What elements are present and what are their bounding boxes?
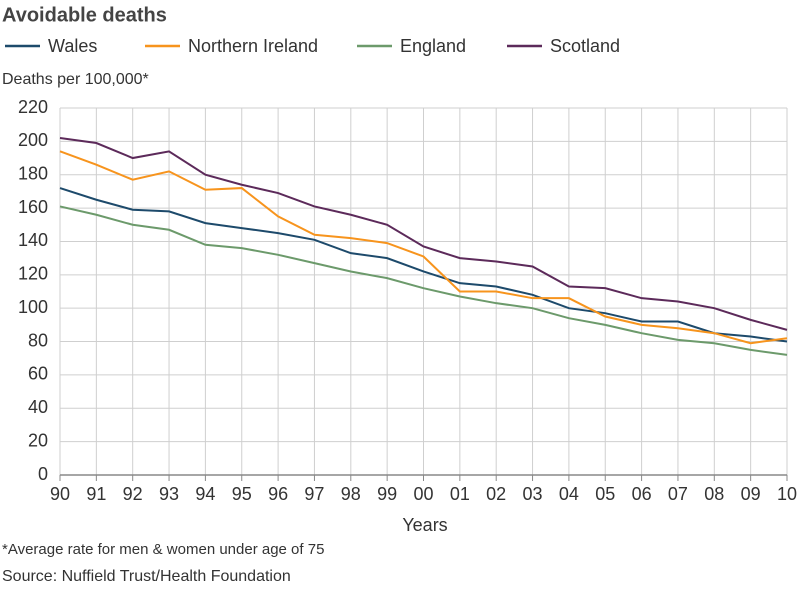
x-tick-label: 01 [450, 484, 470, 504]
y-tick-label: 160 [18, 197, 48, 217]
x-tick-label: 09 [741, 484, 761, 504]
y-tick-label: 100 [18, 297, 48, 317]
x-tick-label: 07 [668, 484, 688, 504]
x-tick-label: 00 [413, 484, 433, 504]
series-line [59, 187, 788, 343]
x-tick-label: 95 [232, 484, 252, 504]
source: Source: Nuffield Trust/Health Foundation [2, 568, 291, 585]
y-tick-label: 180 [18, 163, 48, 183]
series-line [59, 137, 788, 331]
y-axis-label: Deaths per 100,000* [2, 71, 149, 88]
x-tick-label: 06 [632, 484, 652, 504]
y-tick-label: 140 [18, 230, 48, 250]
legend-label: England [400, 36, 466, 56]
y-tick-label: 80 [28, 330, 48, 350]
x-tick-label: 97 [304, 484, 324, 504]
chart-title: Avoidable deaths [2, 4, 167, 26]
x-tick-label: 02 [486, 484, 506, 504]
x-tick-label: 08 [704, 484, 724, 504]
legend-label: Wales [48, 36, 97, 56]
x-tick-label: 92 [123, 484, 143, 504]
footnote: *Average rate for men & women under age … [2, 541, 324, 558]
y-tick-label: 40 [28, 397, 48, 417]
y-tick-label: 120 [18, 264, 48, 284]
x-tick-label: 03 [523, 484, 543, 504]
y-tick-label: 200 [18, 130, 48, 150]
legend-label: Northern Ireland [188, 36, 318, 56]
y-tick-label: 60 [28, 364, 48, 384]
x-axis-label: Years [402, 515, 447, 535]
x-tick-label: 91 [86, 484, 106, 504]
x-tick-label: 04 [559, 484, 579, 504]
y-tick-label: 220 [18, 97, 48, 117]
x-tick-label: 05 [595, 484, 615, 504]
x-tick-label: 94 [195, 484, 215, 504]
series-line [59, 150, 788, 345]
x-tick-label: 99 [377, 484, 397, 504]
x-tick-label: 10 [777, 484, 797, 504]
y-tick-label: 0 [38, 464, 48, 484]
legend-label: Scotland [550, 36, 620, 56]
x-tick-label: 98 [341, 484, 361, 504]
x-tick-label: 93 [159, 484, 179, 504]
y-tick-label: 20 [28, 430, 48, 450]
x-tick-label: 90 [50, 484, 70, 504]
series-line [59, 205, 788, 356]
x-tick-label: 96 [268, 484, 288, 504]
